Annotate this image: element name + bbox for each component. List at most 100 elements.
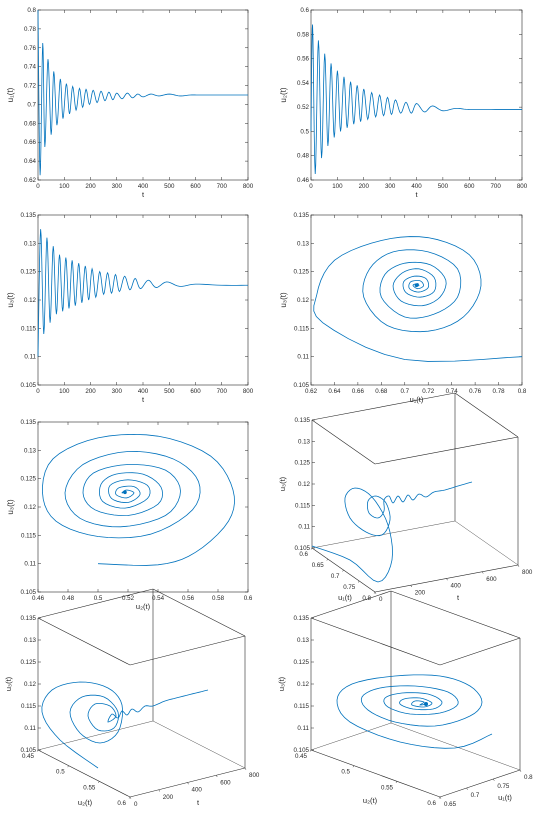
x-axis-label: u₁(t) (410, 395, 424, 404)
x-tick-label: 0.54 (152, 595, 165, 602)
series-line (37, 9, 248, 176)
x-tick-label: 800 (243, 388, 254, 395)
y-tick-label: 0.125 (21, 269, 37, 276)
y-tick-label: 0.8 (27, 7, 36, 14)
y-tick-label: 0.56 (297, 56, 310, 63)
y-tick-label: 0.125 (294, 269, 310, 276)
y-tick-label: 0.115 (294, 325, 310, 332)
axis-box-edge (37, 588, 154, 619)
axis-label-1: t (197, 798, 200, 807)
axis-label-1: u₁(t) (498, 793, 512, 802)
y-tick-label: 0.11 (297, 354, 309, 361)
tick-label: 0 (134, 801, 138, 808)
x-tick-label: 0.72 (422, 388, 435, 395)
tick-label: 200 (163, 794, 174, 801)
z-axis-label: u₃(t) (277, 676, 286, 691)
y-tick-label: 0.115 (21, 325, 37, 332)
z-axis-label: u₃(t) (278, 476, 287, 491)
axis-box-edge (310, 749, 441, 798)
y-tick-label: 0.105 (294, 382, 310, 389)
y-tick-label: 0.12 (24, 504, 37, 511)
x-tick-label: 0.64 (328, 388, 341, 395)
tick-label: 400 (451, 583, 462, 590)
series-line (41, 681, 209, 769)
x-tick-label: 0.76 (469, 388, 482, 395)
x-tick-label: 0.7 (400, 388, 409, 395)
x-tick-label: 200 (359, 183, 370, 190)
x-tick-label: 200 (85, 183, 96, 190)
y-axis-label: u₁(t) (6, 87, 15, 102)
y-tick-label: 0.135 (21, 419, 37, 426)
x-tick-label: 400 (411, 183, 422, 190)
chart-panel-1: 0 100 200 300 400 500 600 700 800 0.62 0.64 0.66 0.6… (6, 7, 254, 199)
y-axis-label: u₂(t) (279, 87, 288, 102)
tick-mark (466, 787, 468, 790)
x-tick-label: 100 (59, 388, 70, 395)
tick-label: 0.55 (83, 784, 96, 791)
z-tick-label: 0.105 (294, 747, 310, 754)
x-tick-label: 0 (309, 183, 313, 190)
z-tick-label: 0.115 (294, 703, 310, 710)
y-tick-label: 0.11 (24, 354, 36, 361)
x-tick-label: 400 (138, 183, 149, 190)
axis-box-edge (37, 720, 154, 751)
x-tick-label: 0.58 (212, 595, 225, 602)
plot-area (37, 421, 249, 593)
axis-box-edge (37, 749, 131, 798)
x-tick-label: 600 (190, 183, 201, 190)
y-tick-label: 0.5 (300, 128, 309, 135)
x-tick-label: 0.78 (493, 388, 506, 395)
axis-box-edge (374, 436, 519, 465)
x-tick-label: 200 (85, 388, 96, 395)
z-tick-label: 0.11 (24, 725, 36, 732)
tick-mark (309, 749, 312, 752)
y-tick-label: 0.76 (24, 45, 37, 52)
y-tick-label: 0.12 (297, 297, 310, 304)
x-axis-label: t (142, 395, 145, 404)
chart-panel-6: 0.105 0.11 0.115 0.12 0.125 0.13 0.135 u₃(t) 0.6… (278, 392, 533, 603)
y-tick-label: 0.135 (294, 212, 310, 219)
tick-mark (439, 796, 442, 799)
z-tick-label: 0.115 (21, 703, 37, 710)
tick-label: 0 (379, 596, 383, 603)
tick-mark (373, 591, 376, 594)
y-tick-label: 0.72 (24, 83, 37, 90)
series-line (37, 229, 249, 357)
plot-area (310, 9, 523, 181)
y-tick-label: 0.13 (297, 240, 310, 247)
z-tick-label: 0.135 (21, 615, 37, 622)
tick-mark (395, 781, 398, 783)
z-tick-label: 0.125 (21, 659, 37, 666)
tick-mark (438, 796, 441, 799)
chart-panel-5: 0.46 0.48 0.5 0.52 0.54 0.56 0.58 0.6 0.105 0.11 0… (6, 419, 253, 611)
y-tick-label: 0.135 (21, 212, 37, 219)
tick-mark (326, 558, 328, 561)
axis-box-edge (310, 617, 441, 666)
tick-label: 800 (249, 772, 260, 779)
series-line (336, 674, 493, 749)
tick-label: 800 (522, 569, 533, 576)
y-tick-label: 0.68 (24, 120, 37, 127)
x-tick-label: 0.8 (518, 388, 527, 395)
z-tick-label: 0.12 (297, 681, 310, 688)
chart-panel-8: 0.105 0.11 0.115 0.12 0.125 0.13 0.135 u₃(t) 0.4… (277, 590, 533, 808)
axis-label-0: u₂(t) (78, 798, 93, 807)
y-tick-label: 0.46 (297, 177, 310, 184)
y-tick-label: 0.105 (21, 589, 37, 596)
y-axis-label: u₃(t) (279, 292, 288, 308)
x-tick-label: 300 (112, 388, 123, 395)
axis-box-edge (152, 720, 246, 769)
axis-box-edge (390, 722, 521, 771)
axis-box-edge (311, 392, 456, 421)
y-tick-label: 0.13 (24, 240, 37, 247)
y-tick-label: 0.62 (24, 177, 37, 184)
axis-box-edge (439, 769, 521, 798)
tick-label: 0.7 (331, 573, 340, 580)
x-tick-label: 0.74 (446, 388, 459, 395)
y-tick-label: 0.54 (297, 80, 310, 87)
tick-label: 0.45 (295, 753, 308, 760)
y-tick-label: 0.115 (21, 532, 37, 539)
tick-mark (493, 778, 495, 781)
axis-box-edge (311, 419, 376, 465)
